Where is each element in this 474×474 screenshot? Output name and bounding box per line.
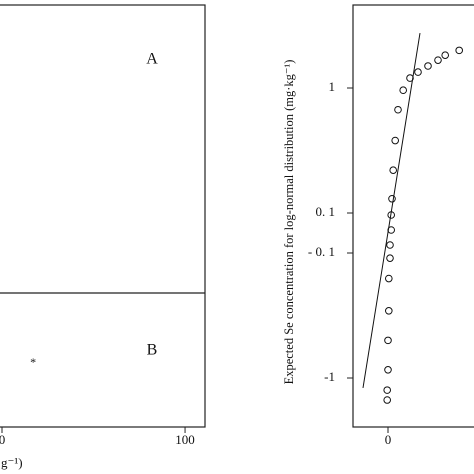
plot-frame [0, 4, 206, 428]
point [434, 56, 442, 64]
point [406, 74, 414, 82]
point [384, 336, 392, 345]
point [424, 62, 432, 70]
point [387, 226, 396, 234]
y-tick-label: - 0. 1 [308, 244, 335, 259]
point [386, 241, 394, 249]
point [394, 105, 402, 114]
x-tick-label: 100 [175, 432, 195, 447]
y-tick-label: 1 [329, 79, 336, 94]
x-tick-label: 0 [0, 432, 5, 447]
point [389, 166, 398, 174]
outlier: * [30, 355, 36, 369]
panel-label: B [147, 341, 158, 358]
plot-frame [352, 4, 474, 428]
point [388, 194, 396, 203]
point [384, 366, 392, 374]
point [386, 254, 394, 262]
point [387, 211, 396, 219]
reference-line [362, 33, 421, 388]
y-tick-label: -1 [324, 369, 335, 384]
point [391, 136, 400, 145]
panel-label: A [146, 50, 158, 67]
point [383, 386, 392, 394]
point [399, 86, 408, 95]
point [383, 396, 392, 404]
point [455, 46, 464, 55]
y-tick-label: 0. 1 [316, 204, 336, 219]
point [385, 306, 393, 315]
point [385, 274, 393, 283]
point [414, 68, 422, 76]
x-tick-label: 0 [385, 432, 392, 447]
x-axis-label: g⁻¹) [1, 455, 23, 470]
point [441, 51, 450, 59]
y-axis-label: Expected Se concentration for log-normal… [282, 60, 296, 385]
